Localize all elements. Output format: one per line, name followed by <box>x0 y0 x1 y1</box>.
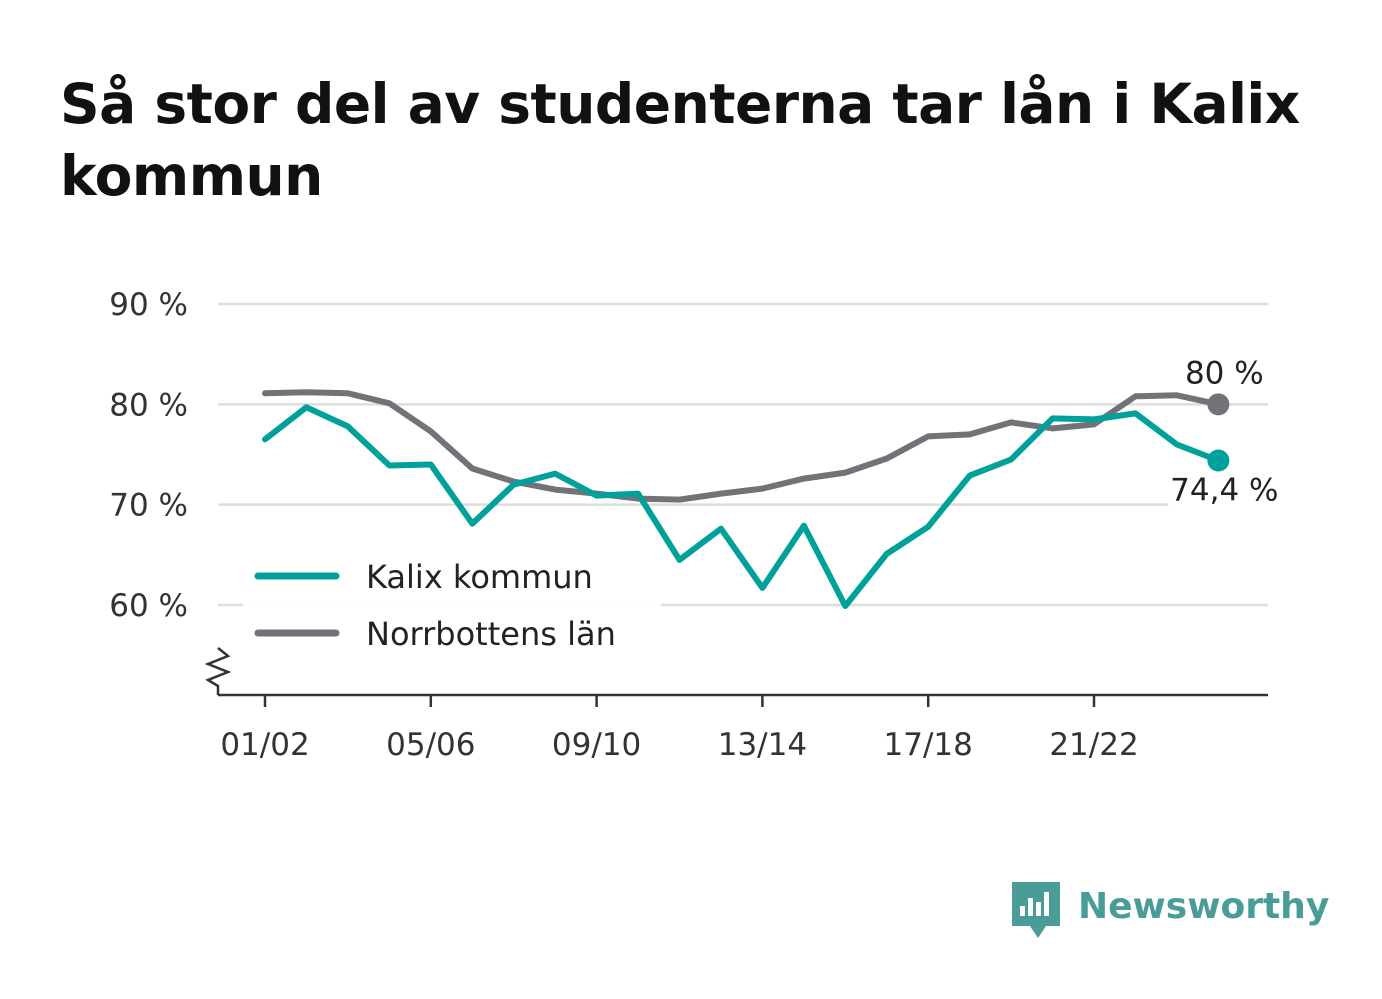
brand-name: Newsworthy <box>1078 886 1329 927</box>
end-labels: 80 % 74,4 % <box>1168 355 1281 509</box>
axes: 60 % 70 % 80 % 90 % 01/02 05/06 09/10 13/14 17/1… <box>109 287 1268 763</box>
series-line-norrbotten <box>262 389 1222 503</box>
legend-label-norrbotten: Norrbottens län <box>366 615 616 653</box>
end-label-halo <box>1168 474 1281 509</box>
logo-bar-icon <box>1028 898 1033 916</box>
y-tick-label: 90 % <box>109 287 188 323</box>
y-tick-label: 80 % <box>109 387 188 423</box>
x-tick-label: 13/14 <box>718 727 807 763</box>
logo-bar-icon <box>1036 902 1041 916</box>
brand-logo: Newsworthy <box>1012 882 1329 938</box>
x-tick-label: 17/18 <box>884 727 973 763</box>
legend-label-kalix: Kalix kommun <box>366 558 593 596</box>
legend: Kalix kommun Norrbottens län <box>243 548 661 660</box>
data-series <box>262 389 1230 609</box>
page-title: Så stor del av studenterna tar lån i Kal… <box>60 72 1300 208</box>
y-tick-label: 60 % <box>109 588 188 624</box>
logo-bar-icon <box>1044 892 1049 916</box>
end-point-norrbotten <box>1207 393 1230 416</box>
y-tick-label: 70 % <box>109 488 188 524</box>
end-label-kalix: 74,4 % <box>1170 473 1278 509</box>
x-tick-label: 21/22 <box>1049 727 1138 763</box>
x-tick-label: 01/02 <box>220 727 309 763</box>
x-tick-label: 05/06 <box>386 727 475 763</box>
end-point-kalix <box>1207 449 1230 472</box>
end-label-norrbotten: 80 % <box>1185 355 1264 391</box>
logo-bar-icon <box>1020 906 1025 916</box>
axis-break-icon <box>204 647 232 688</box>
legend-background <box>243 548 661 660</box>
x-tick-label: 09/10 <box>552 727 641 763</box>
series-line-kalix <box>262 404 1222 609</box>
